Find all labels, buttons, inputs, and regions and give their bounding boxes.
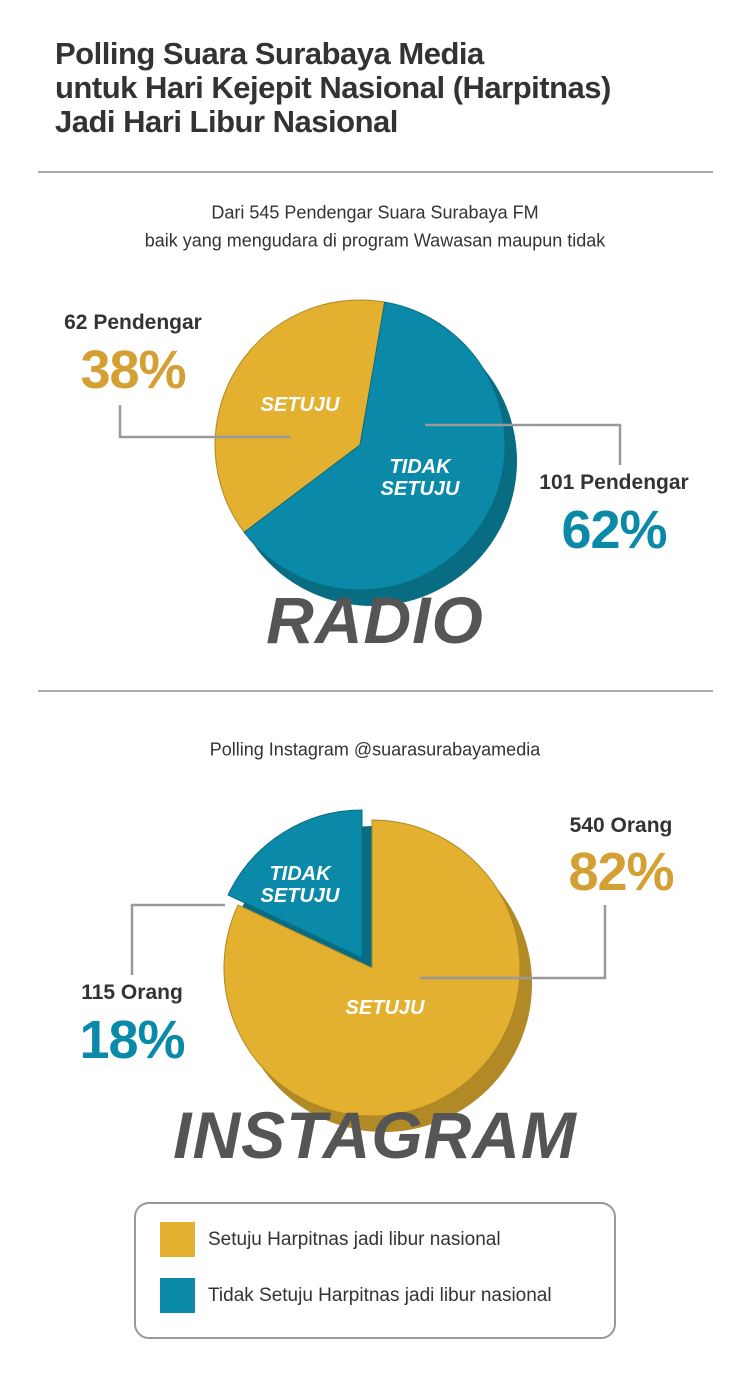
title-line: Polling Suara Surabaya Media [55, 36, 484, 71]
subtitle: baik yang mengudara di program Wawasan m… [144, 230, 606, 251]
title-line: untuk Hari Kejepit Nasional (Harpitnas) [55, 70, 611, 105]
pie-slice [243, 301, 506, 591]
value-label: 38% [80, 340, 186, 400]
value-label: 18% [79, 1010, 185, 1070]
leader-line [130, 903, 225, 975]
value-label: 62% [561, 500, 667, 560]
slice-label: SETUJU [345, 997, 425, 1019]
pie-slice [223, 819, 521, 1117]
legend-swatch [160, 1278, 195, 1313]
pie-slice [214, 299, 386, 533]
leader-line [118, 405, 290, 439]
chart-label: RADIO [266, 583, 484, 657]
subtitle: Polling Instagram @suarasurabayamedia [209, 739, 541, 760]
count-label: 101 Pendengar [539, 471, 689, 494]
value-label: 82% [568, 842, 674, 902]
title-line: Jadi Hari Libur Nasional [55, 104, 398, 139]
count-label: 540 Orang [569, 814, 673, 837]
chart-label: INSTAGRAM [173, 1098, 577, 1172]
pie-slice [227, 809, 363, 959]
legend-label: Tidak Setuju Harpitnas jadi libur nasion… [208, 1285, 552, 1306]
count-label: 115 Orang [81, 981, 183, 1004]
leader-line [420, 905, 607, 980]
slice-label: TIDAK SETUJU [380, 456, 460, 500]
count-label: 62 Pendengar [64, 311, 202, 334]
legend-box [134, 1202, 616, 1339]
slice-label: SETUJU [260, 394, 340, 416]
legend-swatch [160, 1222, 195, 1257]
legend-label: Setuju Harpitnas jadi libur nasional [208, 1229, 501, 1250]
slice-label: TIDAK SETUJU [260, 863, 340, 907]
leader-line [425, 423, 622, 465]
subtitle: Dari 545 Pendengar Suara Surabaya FM [211, 202, 539, 223]
